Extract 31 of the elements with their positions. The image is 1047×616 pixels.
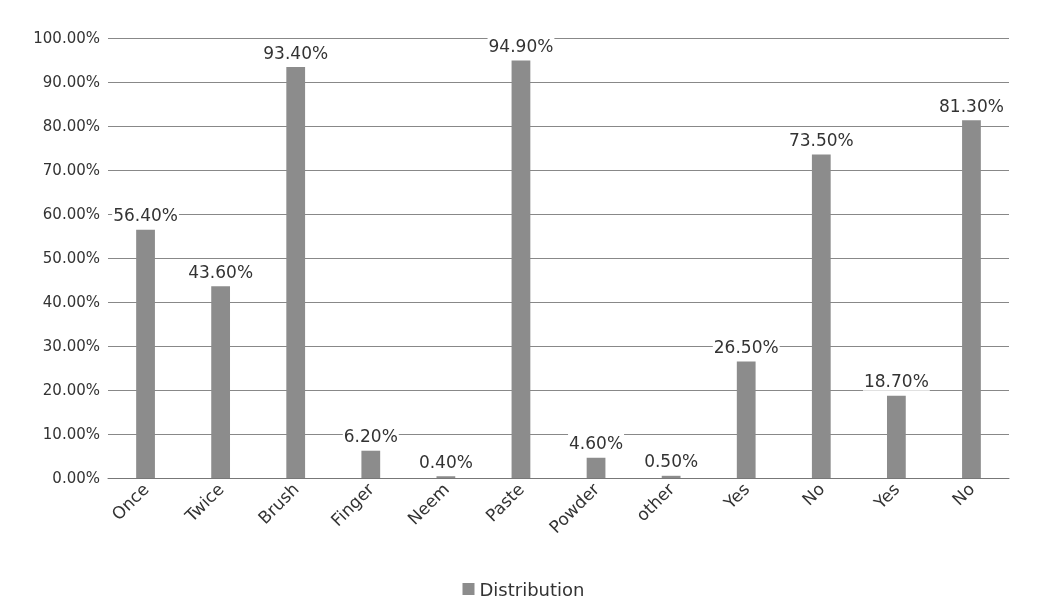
data-label: 56.40% [113,205,178,226]
y-tick-label: 80.00% [42,117,100,135]
y-tick-label: 50.00% [42,249,100,267]
x-tick-label: No [948,478,979,510]
legend-label: Distribution [479,578,585,600]
y-tick-label: 60.00% [42,205,100,223]
data-label: 93.40% [263,42,329,63]
data-label: 0.40% [418,451,473,472]
y-tick-label: 40.00% [42,293,100,311]
y-tick-label: 70.00% [42,161,100,179]
y-tick-label: 0.00% [52,469,100,487]
bar [661,475,681,478]
data-label: 18.70% [863,371,929,392]
data-label: 94.90% [488,35,554,56]
data-label: 26.50% [713,336,779,357]
x-tick-label: Yes [869,478,904,514]
data-label: 73.50% [788,130,854,151]
data-label: 81.30% [939,95,1004,116]
data-label: 4.60% [569,433,624,454]
x-tick-label: No [797,478,829,510]
x-tick-label: Yes [719,478,754,514]
bar [586,457,606,478]
y-tick-label: 100.00% [33,29,100,47]
bar [361,450,381,478]
y-tick-label: 10.00% [42,425,100,443]
data-label: 0.50% [644,451,699,472]
y-tick-label: 30.00% [42,337,100,355]
y-tick-label: 90.00% [42,73,100,91]
data-label: 43.60% [188,261,254,282]
data-label: 6.20% [343,426,398,447]
y-tick-label: 20.00% [42,381,100,399]
